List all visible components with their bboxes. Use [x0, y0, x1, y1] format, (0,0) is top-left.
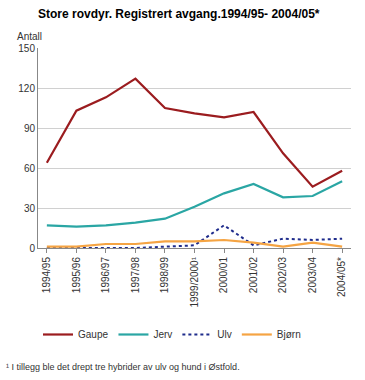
svg-text:1999/2000¹: 1999/2000¹	[189, 256, 200, 307]
svg-text:Ulv: Ulv	[217, 329, 231, 340]
svg-text:Antall: Antall	[17, 31, 42, 42]
svg-text:1996/97: 1996/97	[100, 257, 111, 294]
svg-text:Gaupe: Gaupe	[78, 329, 108, 340]
svg-text:2000/01: 2000/01	[218, 257, 229, 294]
svg-text:120: 120	[18, 83, 35, 94]
svg-text:90: 90	[24, 123, 36, 134]
svg-text:1998/99: 1998/99	[159, 257, 170, 294]
svg-text:1997/98: 1997/98	[130, 257, 141, 294]
svg-text:Bjørn: Bjørn	[277, 329, 301, 340]
svg-text:30: 30	[24, 203, 36, 214]
svg-text:60: 60	[24, 163, 36, 174]
svg-text:2003/04: 2003/04	[307, 257, 318, 294]
svg-text:1994/95: 1994/95	[41, 257, 52, 294]
svg-text:¹ I tillegg ble det drept tre: ¹ I tillegg ble det drept tre hybrider a…	[6, 362, 240, 372]
svg-text:2002/03: 2002/03	[277, 257, 288, 294]
svg-text:2004/05*: 2004/05*	[336, 257, 347, 297]
svg-text:150: 150	[18, 43, 35, 54]
svg-text:1995/96: 1995/96	[71, 257, 82, 294]
svg-text:Jerv: Jerv	[153, 329, 172, 340]
svg-text:Store rovdyr. Registrert avgan: Store rovdyr. Registrert avgang.1994/95-…	[38, 7, 320, 21]
svg-text:0: 0	[29, 243, 35, 254]
svg-text:2001/02: 2001/02	[248, 257, 259, 294]
